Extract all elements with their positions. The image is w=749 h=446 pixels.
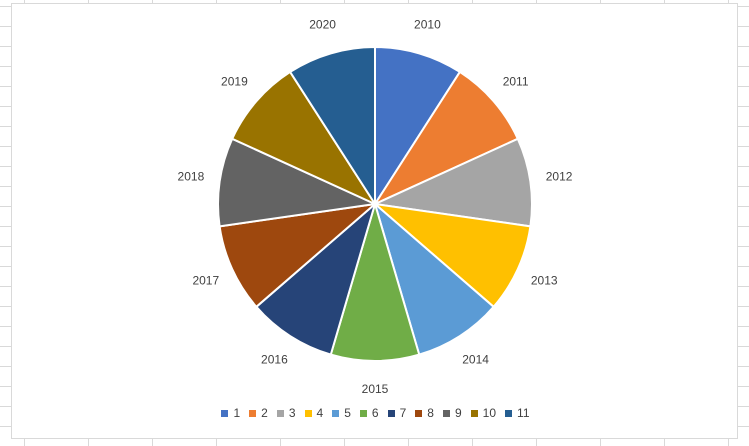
legend-label: 1	[233, 406, 241, 420]
legend-label: 7	[399, 406, 407, 420]
legend-label: 3	[288, 406, 296, 420]
legend-swatch	[470, 409, 478, 417]
slice-label-2015: 2015	[362, 382, 389, 396]
pie-slice-2019[interactable]	[230, 70, 378, 207]
slice-label-2017: 2017	[192, 273, 219, 287]
legend-item-11[interactable]: 11	[505, 406, 530, 420]
legend-swatch	[359, 409, 367, 417]
legend-label: 4	[316, 406, 324, 420]
pie-slice-2014[interactable]	[373, 201, 496, 356]
slice-label-2019: 2019	[221, 74, 248, 88]
legend-item-8[interactable]: 8	[415, 406, 434, 420]
legend-swatch	[276, 409, 284, 417]
legend-label: 10	[482, 406, 497, 420]
slice-label-2018: 2018	[178, 170, 205, 184]
slice-label-2020: 2020	[309, 18, 336, 32]
pie-slice-2016[interactable]	[254, 201, 377, 356]
legend-item-10[interactable]: 10	[470, 406, 497, 420]
legend-swatch	[415, 409, 423, 417]
pie-slice-2012[interactable]	[371, 137, 533, 228]
legend-item-1[interactable]: 1	[221, 406, 240, 420]
chart-legend[interactable]: 1 2 3 4 5 6 7 8 9 10 11	[12, 406, 739, 420]
legend-swatch	[249, 409, 257, 417]
pie-chart: 2010 2011 2012 2013 2014 2015 2016 2017 2018 2019…	[178, 18, 573, 397]
legend-item-4[interactable]: 4	[304, 406, 324, 420]
legend-swatch	[505, 409, 513, 417]
legend-label: 8	[427, 406, 434, 420]
pie-slice-2018[interactable]	[217, 137, 379, 228]
pie-slice-2017[interactable]	[218, 202, 379, 309]
legend-label: 6	[371, 406, 379, 420]
legend-item-9[interactable]: 9	[442, 406, 462, 420]
legend-swatch	[387, 409, 395, 417]
legend-item-6[interactable]: 6	[359, 406, 379, 420]
chart-area[interactable]: 2010 2011 2012 2013 2014 2015 2016 2017 2018 2019…	[11, 3, 738, 439]
pie-slice-2010[interactable]	[374, 45, 462, 208]
slice-label-2013: 2013	[531, 273, 558, 287]
slice-label-2012: 2012	[546, 170, 573, 184]
legend-item-3[interactable]: 3	[276, 406, 296, 420]
legend-swatch	[221, 409, 229, 417]
legend-swatch	[304, 409, 312, 417]
legend-swatch	[442, 409, 450, 417]
legend-item-2[interactable]: 2	[249, 406, 268, 420]
slice-label-2014: 2014	[462, 353, 489, 367]
slice-label-2011: 2011	[503, 74, 529, 88]
legend-label: 11	[517, 406, 530, 420]
legend-item-5[interactable]: 5	[332, 406, 351, 420]
slice-label-2010: 2010	[414, 18, 441, 32]
pie-slice-2020[interactable]	[288, 45, 376, 208]
legend-swatch	[332, 409, 340, 417]
legend-label: 2	[261, 406, 268, 420]
pie-slice-2011[interactable]	[372, 70, 520, 207]
legend-item-7[interactable]: 7	[387, 406, 407, 420]
slice-label-2016: 2016	[261, 353, 288, 367]
pie-slice-2013[interactable]	[371, 202, 532, 309]
pie-slice-2015[interactable]	[329, 200, 421, 362]
legend-label: 9	[454, 406, 462, 420]
legend-label: 5	[344, 406, 351, 420]
